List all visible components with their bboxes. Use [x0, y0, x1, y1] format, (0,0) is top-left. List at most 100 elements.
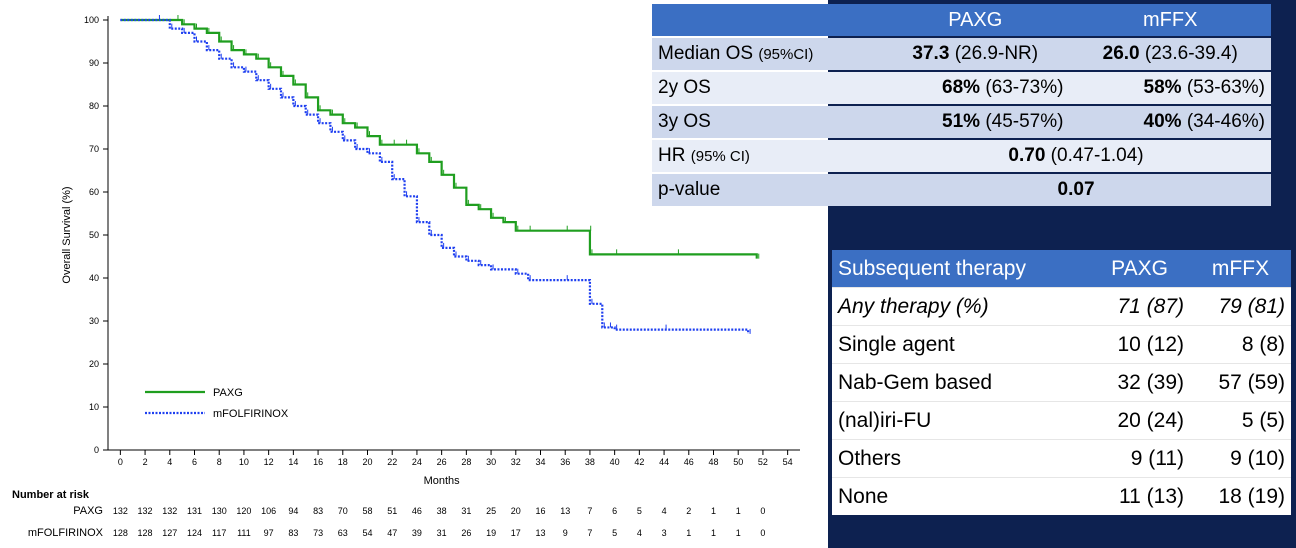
y-tick-label: 80 [89, 101, 99, 111]
x-tick-label: 42 [634, 457, 644, 467]
x-tick-label: 6 [192, 457, 197, 467]
y-tick-label: 70 [89, 144, 99, 154]
at-risk-value: 117 [212, 528, 226, 538]
stats-row-median-os: Median OS (95%CI) 37.3 (26.9-NR) 26.0 (2… [652, 38, 1271, 70]
at-risk-value: 1 [711, 506, 716, 516]
x-tick-label: 40 [610, 457, 620, 467]
at-risk-value: 20 [511, 506, 521, 516]
therapy-row-label: None [832, 477, 1090, 515]
at-risk-value: 6 [612, 506, 617, 516]
stats-header-row: PAXG mFFX [652, 4, 1271, 36]
stats-header-paxg: PAXG [881, 4, 1070, 36]
y-tick-label: 50 [89, 230, 99, 240]
therapy-cell-mffx: 18 (19) [1190, 477, 1291, 515]
y-tick-label: 30 [89, 316, 99, 326]
x-tick-label: 2 [143, 457, 148, 467]
stats-row-label: Median OS (95%CI) [652, 38, 882, 70]
therapy-cell-mffx: 8 (8) [1190, 325, 1291, 364]
y-tick-label: 0 [94, 445, 99, 455]
at-risk-value: 132 [162, 506, 177, 516]
stats-row-label: p-value [652, 174, 882, 206]
at-risk-value: 5 [637, 506, 642, 516]
stats-cell-mffx: 58% (53-63%) [1069, 72, 1271, 104]
at-risk-value: 131 [187, 506, 202, 516]
at-risk-value: 19 [486, 528, 496, 538]
stats-cell-paxg: 37.3 (26.9-NR) [881, 38, 1070, 70]
therapy-cell-mffx: 57 (59) [1190, 363, 1291, 402]
at-risk-value: 130 [212, 506, 227, 516]
at-risk-value: 31 [437, 528, 447, 538]
x-tick-label: 26 [437, 457, 447, 467]
x-tick-label: 48 [708, 457, 718, 467]
stats-cell-paxg: 51% (45-57%) [881, 106, 1070, 138]
at-risk-value: 9 [563, 528, 568, 538]
y-tick-label: 90 [89, 58, 99, 68]
therapy-header-paxg: PAXG [1089, 250, 1191, 288]
at-risk-value: 120 [236, 506, 251, 516]
at-risk-value: 128 [138, 528, 153, 538]
x-tick-label: 18 [338, 457, 348, 467]
x-tick-label: 38 [585, 457, 595, 467]
series-line-paxg [120, 18, 758, 259]
at-risk-value: 3 [662, 528, 667, 538]
therapy-row: Single agent 10 (12) 8 (8) [832, 325, 1291, 364]
x-tick-label: 50 [733, 457, 743, 467]
x-tick-label: 54 [783, 457, 793, 467]
subsequent-therapy-table: Subsequent therapy PAXG mFFX Any therapy… [832, 250, 1291, 515]
at-risk-row-label: mFOLFIRINOX [28, 527, 104, 539]
x-tick-label: 36 [560, 457, 570, 467]
at-risk-value: 7 [587, 528, 592, 538]
therapy-header-mffx: mFFX [1190, 250, 1291, 288]
survival-stats-table: PAXG mFFX Median OS (95%CI) 37.3 (26.9-N… [652, 2, 1271, 208]
therapy-row: (nal)iri-FU 20 (24) 5 (5) [832, 401, 1291, 440]
at-risk-value: 38 [437, 506, 447, 516]
therapy-row: Any therapy (%) 71 (87) 79 (81) [832, 287, 1291, 326]
therapy-row-label: Single agent [832, 325, 1090, 364]
at-risk-value: 1 [736, 528, 741, 538]
at-risk-value: 39 [412, 528, 422, 538]
x-tick-label: 44 [659, 457, 669, 467]
at-risk-value: 2 [686, 506, 691, 516]
at-risk-value: 132 [138, 506, 153, 516]
x-tick-label: 22 [387, 457, 397, 467]
at-risk-value: 97 [264, 528, 274, 538]
at-risk-value: 47 [387, 528, 397, 538]
at-risk-value: 83 [313, 506, 323, 516]
therapy-header-label: Subsequent therapy [832, 250, 1090, 288]
x-tick-label: 34 [535, 457, 545, 467]
stats-cell-pvalue: 0.07 [881, 174, 1271, 206]
stats-cell-mffx: 26.0 (23.6-39.4) [1069, 38, 1271, 70]
at-risk-value: 0 [760, 506, 765, 516]
stats-cell-paxg: 68% (63-73%) [881, 72, 1070, 104]
at-risk-value: 25 [486, 506, 496, 516]
therapy-row-label: Others [832, 439, 1090, 478]
therapy-cell-paxg: 20 (24) [1089, 401, 1191, 440]
at-risk-value: 5 [612, 528, 617, 538]
therapy-row-label: Nab-Gem based [832, 363, 1090, 402]
therapy-cell-mffx: 5 (5) [1190, 401, 1291, 440]
y-tick-label: 40 [89, 273, 99, 283]
at-risk-value: 4 [662, 506, 667, 516]
at-risk-value: 46 [412, 506, 422, 516]
stats-cell-hr: 0.70 (0.47-1.04) [881, 140, 1271, 172]
stats-header-mffx: mFFX [1069, 4, 1271, 36]
at-risk-value: 13 [535, 528, 545, 538]
stats-row-label: 2y OS [652, 72, 882, 104]
at-risk-value: 111 [237, 528, 251, 538]
at-risk-value: 26 [461, 528, 471, 538]
stats-header-blank [652, 4, 882, 36]
at-risk-value: 1 [736, 506, 741, 516]
x-tick-label: 52 [758, 457, 768, 467]
stats-row-label: 3y OS [652, 106, 882, 138]
therapy-row-label: (nal)iri-FU [832, 401, 1090, 440]
legend-label: mFOLFIRINOX [213, 408, 289, 420]
at-risk-value: 83 [288, 528, 298, 538]
x-tick-label: 4 [167, 457, 172, 467]
at-risk-value: 51 [387, 506, 397, 516]
x-tick-label: 28 [461, 457, 471, 467]
at-risk-value: 94 [288, 506, 298, 516]
x-tick-label: 46 [684, 457, 694, 467]
at-risk-value: 54 [362, 528, 372, 538]
therapy-cell-mffx: 79 (81) [1190, 287, 1291, 326]
therapy-cell-paxg: 10 (12) [1089, 325, 1191, 364]
